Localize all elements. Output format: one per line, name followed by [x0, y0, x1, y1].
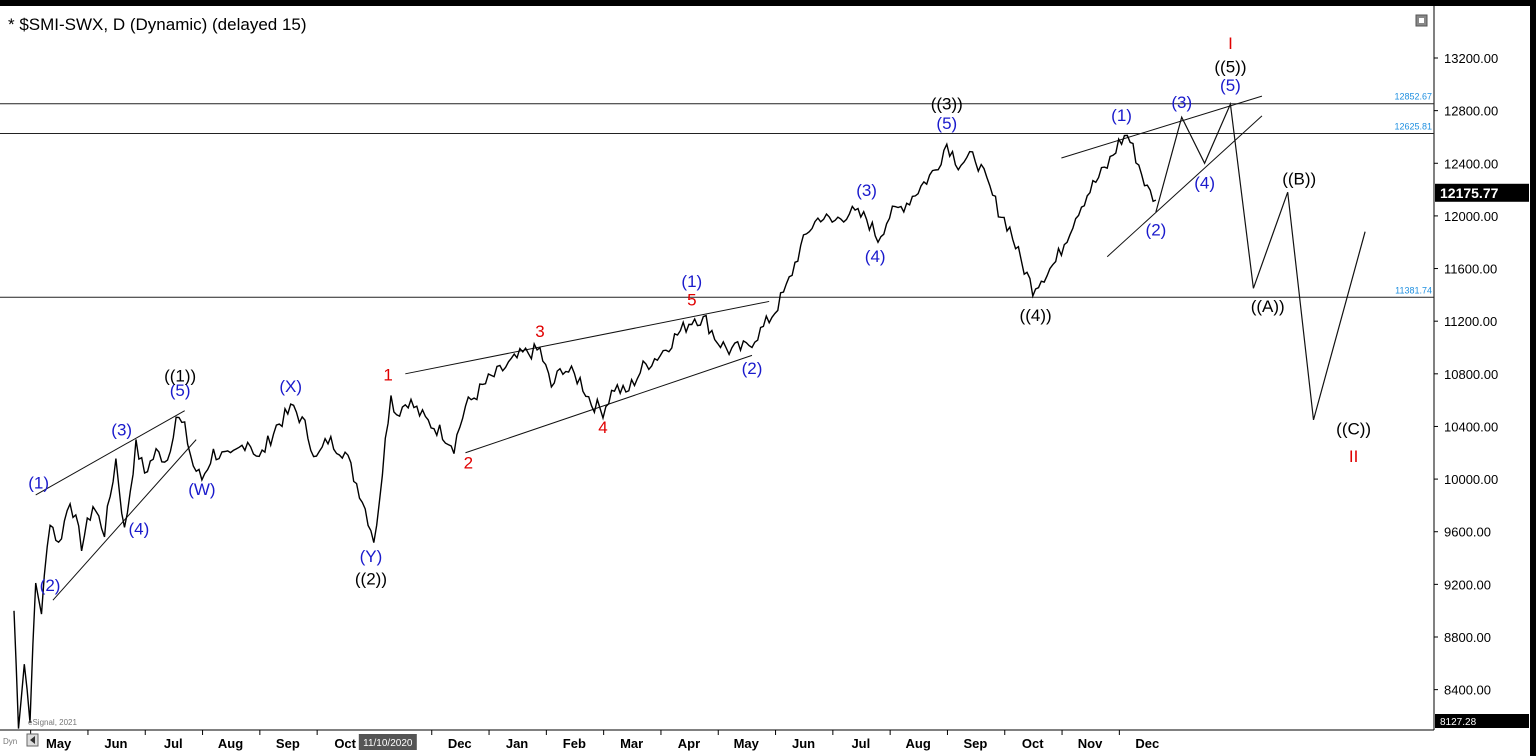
wave-label-31: ((C))	[1336, 419, 1371, 438]
wave-label-7: (X)	[279, 377, 302, 396]
y-tick-label-2: 12400.00	[1444, 156, 1498, 171]
wave-label-14: 5	[687, 290, 696, 309]
y-tick-label-11: 8800.00	[1444, 630, 1491, 645]
x-tick-label-3: Aug	[218, 736, 243, 751]
y-tick-label-4: 11600.00	[1444, 262, 1497, 277]
x-axis-ticks: May Jun Jul Aug Sep Oct Dec Jan Feb Mar Apr May Jun J…	[30, 730, 1159, 751]
right-border	[1530, 0, 1536, 756]
wave-label-9: ((2))	[355, 569, 387, 588]
x-tick-label-0: May	[46, 736, 72, 751]
y-tick-label-12: 8400.00	[1444, 683, 1491, 698]
wave-label-21: ((4))	[1020, 306, 1052, 325]
trendline-0	[35, 410, 185, 496]
wave-label-5: ((1))	[164, 367, 196, 386]
y-axis-ticks: 13200.00 12800.00 12400.00 12000.00 11600.00…	[1434, 51, 1529, 728]
x-tick-label-6: Dec	[448, 736, 472, 751]
last-price-label: 12175.77	[1440, 185, 1499, 201]
y-tick-label-10: 9200.00	[1444, 577, 1491, 592]
trendline-4	[1061, 95, 1263, 159]
x-highlight-label: 11/10/2020	[363, 738, 413, 749]
trendline-5	[1106, 115, 1263, 258]
y-axis-panel	[1434, 0, 1536, 730]
wave-label-15: (1)	[681, 272, 702, 291]
wave-label-30: ((B))	[1282, 169, 1316, 188]
maximize-icon[interactable]	[1415, 14, 1428, 27]
x-tick-label-15: Sep	[964, 736, 988, 751]
wave-label-0: (1)	[28, 473, 49, 492]
x-tick-label-14: Aug	[906, 736, 931, 751]
wave-label-29: ((A))	[1251, 297, 1285, 316]
projection-line	[1155, 101, 1366, 421]
x-tick-label-8: Feb	[563, 736, 586, 751]
wave-label-32: II	[1349, 447, 1358, 466]
y-bottom-box	[1435, 714, 1529, 728]
wave-label-27: ((5))	[1214, 57, 1246, 76]
wave-label-22: (1)	[1111, 106, 1132, 125]
x-tick-label-12: Jun	[792, 736, 815, 751]
y-tick-label-5: 11200.00	[1444, 314, 1497, 329]
wave-label-18: (4)	[865, 247, 886, 266]
wave-label-17: (3)	[856, 181, 877, 200]
x-tick-label-2: Jul	[164, 736, 183, 751]
trendline-2	[405, 300, 770, 375]
projection-path	[1155, 101, 1366, 421]
y-tick-label-3: 12000.00	[1444, 209, 1498, 224]
wave-labels: (1)(2)(3)(4)(5)((1))(W)(X)(Y)((2))12345(…	[28, 34, 1371, 595]
wave-label-20: ((3))	[931, 94, 963, 113]
price-series	[13, 134, 1157, 729]
wave-label-13: 4	[598, 418, 607, 437]
wave-label-11: 2	[464, 454, 473, 473]
y-tick-label-8: 10000.00	[1444, 472, 1498, 487]
horizontal-levels: 12852.67 12625.81 11381.74	[0, 92, 1434, 298]
x-tick-label-16: Oct	[1022, 736, 1044, 751]
y-bottom-label: 8127.28	[1440, 717, 1477, 728]
wave-label-28: I	[1228, 34, 1233, 53]
top-border	[0, 0, 1536, 6]
y-tick-label-1: 12800.00	[1444, 104, 1498, 119]
wave-label-10: 1	[383, 365, 392, 384]
wave-label-26: (5)	[1220, 76, 1241, 95]
wave-label-16: (2)	[742, 359, 763, 378]
x-tick-label-5: Oct	[334, 736, 356, 751]
x-tick-label-11: May	[734, 736, 760, 751]
wave-label-6: (W)	[188, 480, 215, 499]
wave-label-19: (5)	[936, 114, 957, 133]
wave-label-8: (Y)	[360, 547, 383, 566]
x-tick-label-17: Nov	[1078, 736, 1103, 751]
level-label-2: 11381.74	[1395, 285, 1432, 295]
y-tick-label-7: 10400.00	[1444, 419, 1498, 434]
wave-label-25: (4)	[1194, 173, 1215, 192]
wave-label-24: (3)	[1171, 93, 1192, 112]
y-tick-label-6: 10800.00	[1444, 367, 1498, 382]
wave-label-23: (2)	[1146, 221, 1167, 240]
x-tick-label-18: Dec	[1135, 736, 1159, 751]
trendline-1	[52, 439, 197, 601]
x-tick-label-1: Jun	[104, 736, 127, 751]
x-tick-label-7: Jan	[506, 736, 528, 751]
last-price-box	[1435, 183, 1529, 202]
y-tick-label-0: 13200.00	[1444, 51, 1498, 66]
x-highlight-box	[358, 734, 417, 750]
y-tick-label-9: 9600.00	[1444, 525, 1491, 540]
corner-label: Dyn	[3, 737, 17, 746]
wave-label-2: (3)	[111, 421, 132, 440]
watermark: eSignal, 2021	[28, 718, 77, 727]
wave-label-12: 3	[535, 322, 544, 341]
wave-label-4: (5)	[170, 381, 191, 400]
scroll-arrow-icon[interactable]	[26, 733, 39, 747]
wave-label-3: (4)	[128, 519, 149, 538]
level-label-0: 12852.67	[1394, 92, 1432, 102]
x-tick-label-9: Mar	[620, 736, 643, 751]
price-line	[13, 134, 1157, 729]
level-label-1: 12625.81	[1394, 122, 1432, 132]
x-tick-label-10: Apr	[678, 736, 700, 751]
wave-label-1: (2)	[40, 576, 61, 595]
chart-title: * $SMI-SWX, D (Dynamic) (delayed 15)	[8, 15, 307, 34]
x-tick-label-4: Sep	[276, 736, 300, 751]
x-tick-label-13: Jul	[851, 736, 870, 751]
